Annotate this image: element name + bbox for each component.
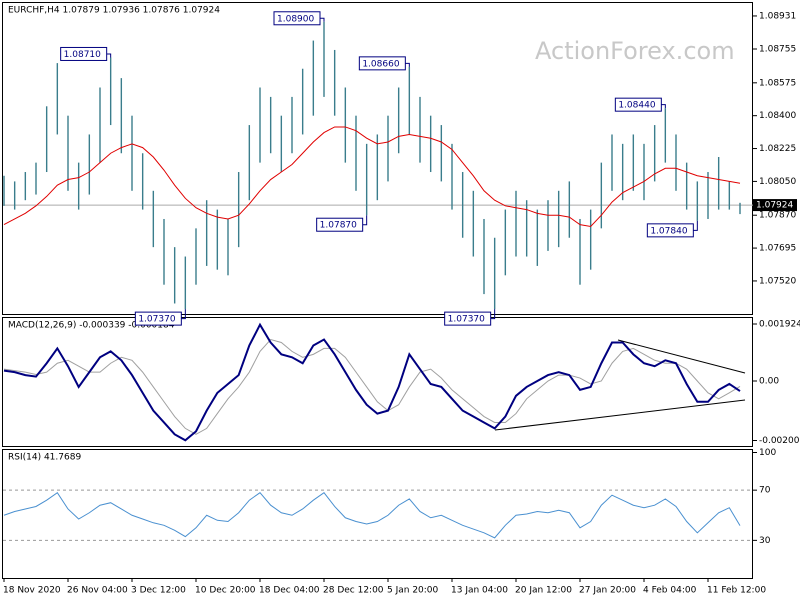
rsi-title: RSI(14) 41.7689 [8,453,81,463]
y-tick-label: 70 [759,486,771,496]
price-title: EURCHF,H4 1.07879 1.07936 1.07876 1.0792… [8,6,220,16]
y-tick-label: 100 [759,448,776,458]
y-tick-label: 1.08400 [759,111,796,121]
y-tick-label: 0.00 [759,377,779,387]
series-line [3,322,741,442]
y-tick-label: 1.08225 [759,144,796,154]
x-tick-label: 3 Dec 12:00 [131,586,186,596]
annotation-connector [106,53,112,58]
annotation-label: 1.08660 [362,59,399,69]
x-tick-label: 18 Nov 2020 [3,586,61,596]
x-tick-label: 11 Feb 12:00 [707,586,766,596]
annotation-connector [320,17,325,22]
annotation-connector [661,104,666,109]
annotation-box [60,46,108,61]
y-tick-label: 1.07520 [759,276,796,286]
y-tick-label: 0.001924 [759,320,800,330]
annotation-box [273,11,321,26]
annotation-label: 1.07840 [650,226,687,236]
annotation-box [646,223,694,238]
y-tick-label: 1.07870 [759,211,796,221]
annotation-label: 1.07370 [138,315,175,325]
rsi-panel [2,449,753,579]
y-tick-label: 1.08050 [759,177,796,187]
y-tick-label: 1.08755 [759,45,796,55]
annotation-box [316,217,364,232]
y-tick-label: 1.08931 [759,11,796,21]
annotation-box [134,311,182,326]
trend-line [617,339,746,374]
x-tick-label: 5 Jan 20:00 [387,586,439,596]
series-line [3,491,741,539]
annotation-label: 1.08710 [64,50,101,60]
annotation-label: 1.08440 [618,101,655,111]
last-price-label: 1.07924 [756,201,793,211]
x-tick-label: 26 Nov 04:00 [67,586,128,596]
x-tick-label: 28 Dec 12:00 [323,586,384,596]
annotation-connector [405,62,410,67]
price-panel [2,2,753,315]
x-tick-label: 10 Dec 20:00 [195,586,256,596]
y-tick-label: 30 [759,536,771,546]
x-tick-label: 20 Jan 12:00 [515,586,572,596]
macd-title: MACD(12,26,9) -0.000339 -0.000184 [8,321,175,331]
x-tick-label: 27 Jan 20:00 [579,586,636,596]
watermark: ActionForex.com [535,37,735,65]
trend-line [494,399,746,431]
x-tick-label: 13 Jan 04:00 [451,586,508,596]
annotation-label: 1.08900 [277,14,314,24]
annotation-box [444,311,492,326]
annotation-label: 1.07870 [320,221,357,231]
series-line [3,126,741,228]
x-tick-label: 4 Feb 04:00 [643,586,697,596]
annotation-box [614,97,662,112]
annotation-connector [181,309,186,320]
annotation-connector [693,220,698,231]
y-tick-label: 1.08575 [759,78,796,88]
macd-panel [2,317,753,447]
series-line [3,338,741,435]
last-price-box [753,199,797,212]
y-tick-label: -0.002008 [759,436,800,446]
annotation-box [358,56,406,71]
annotation-label: 1.07370 [448,315,485,325]
annotation-connector [490,309,496,320]
x-tick-label: 18 Dec 04:00 [259,586,320,596]
annotation-connector [362,215,368,226]
y-tick-label: 1.07695 [759,244,796,254]
